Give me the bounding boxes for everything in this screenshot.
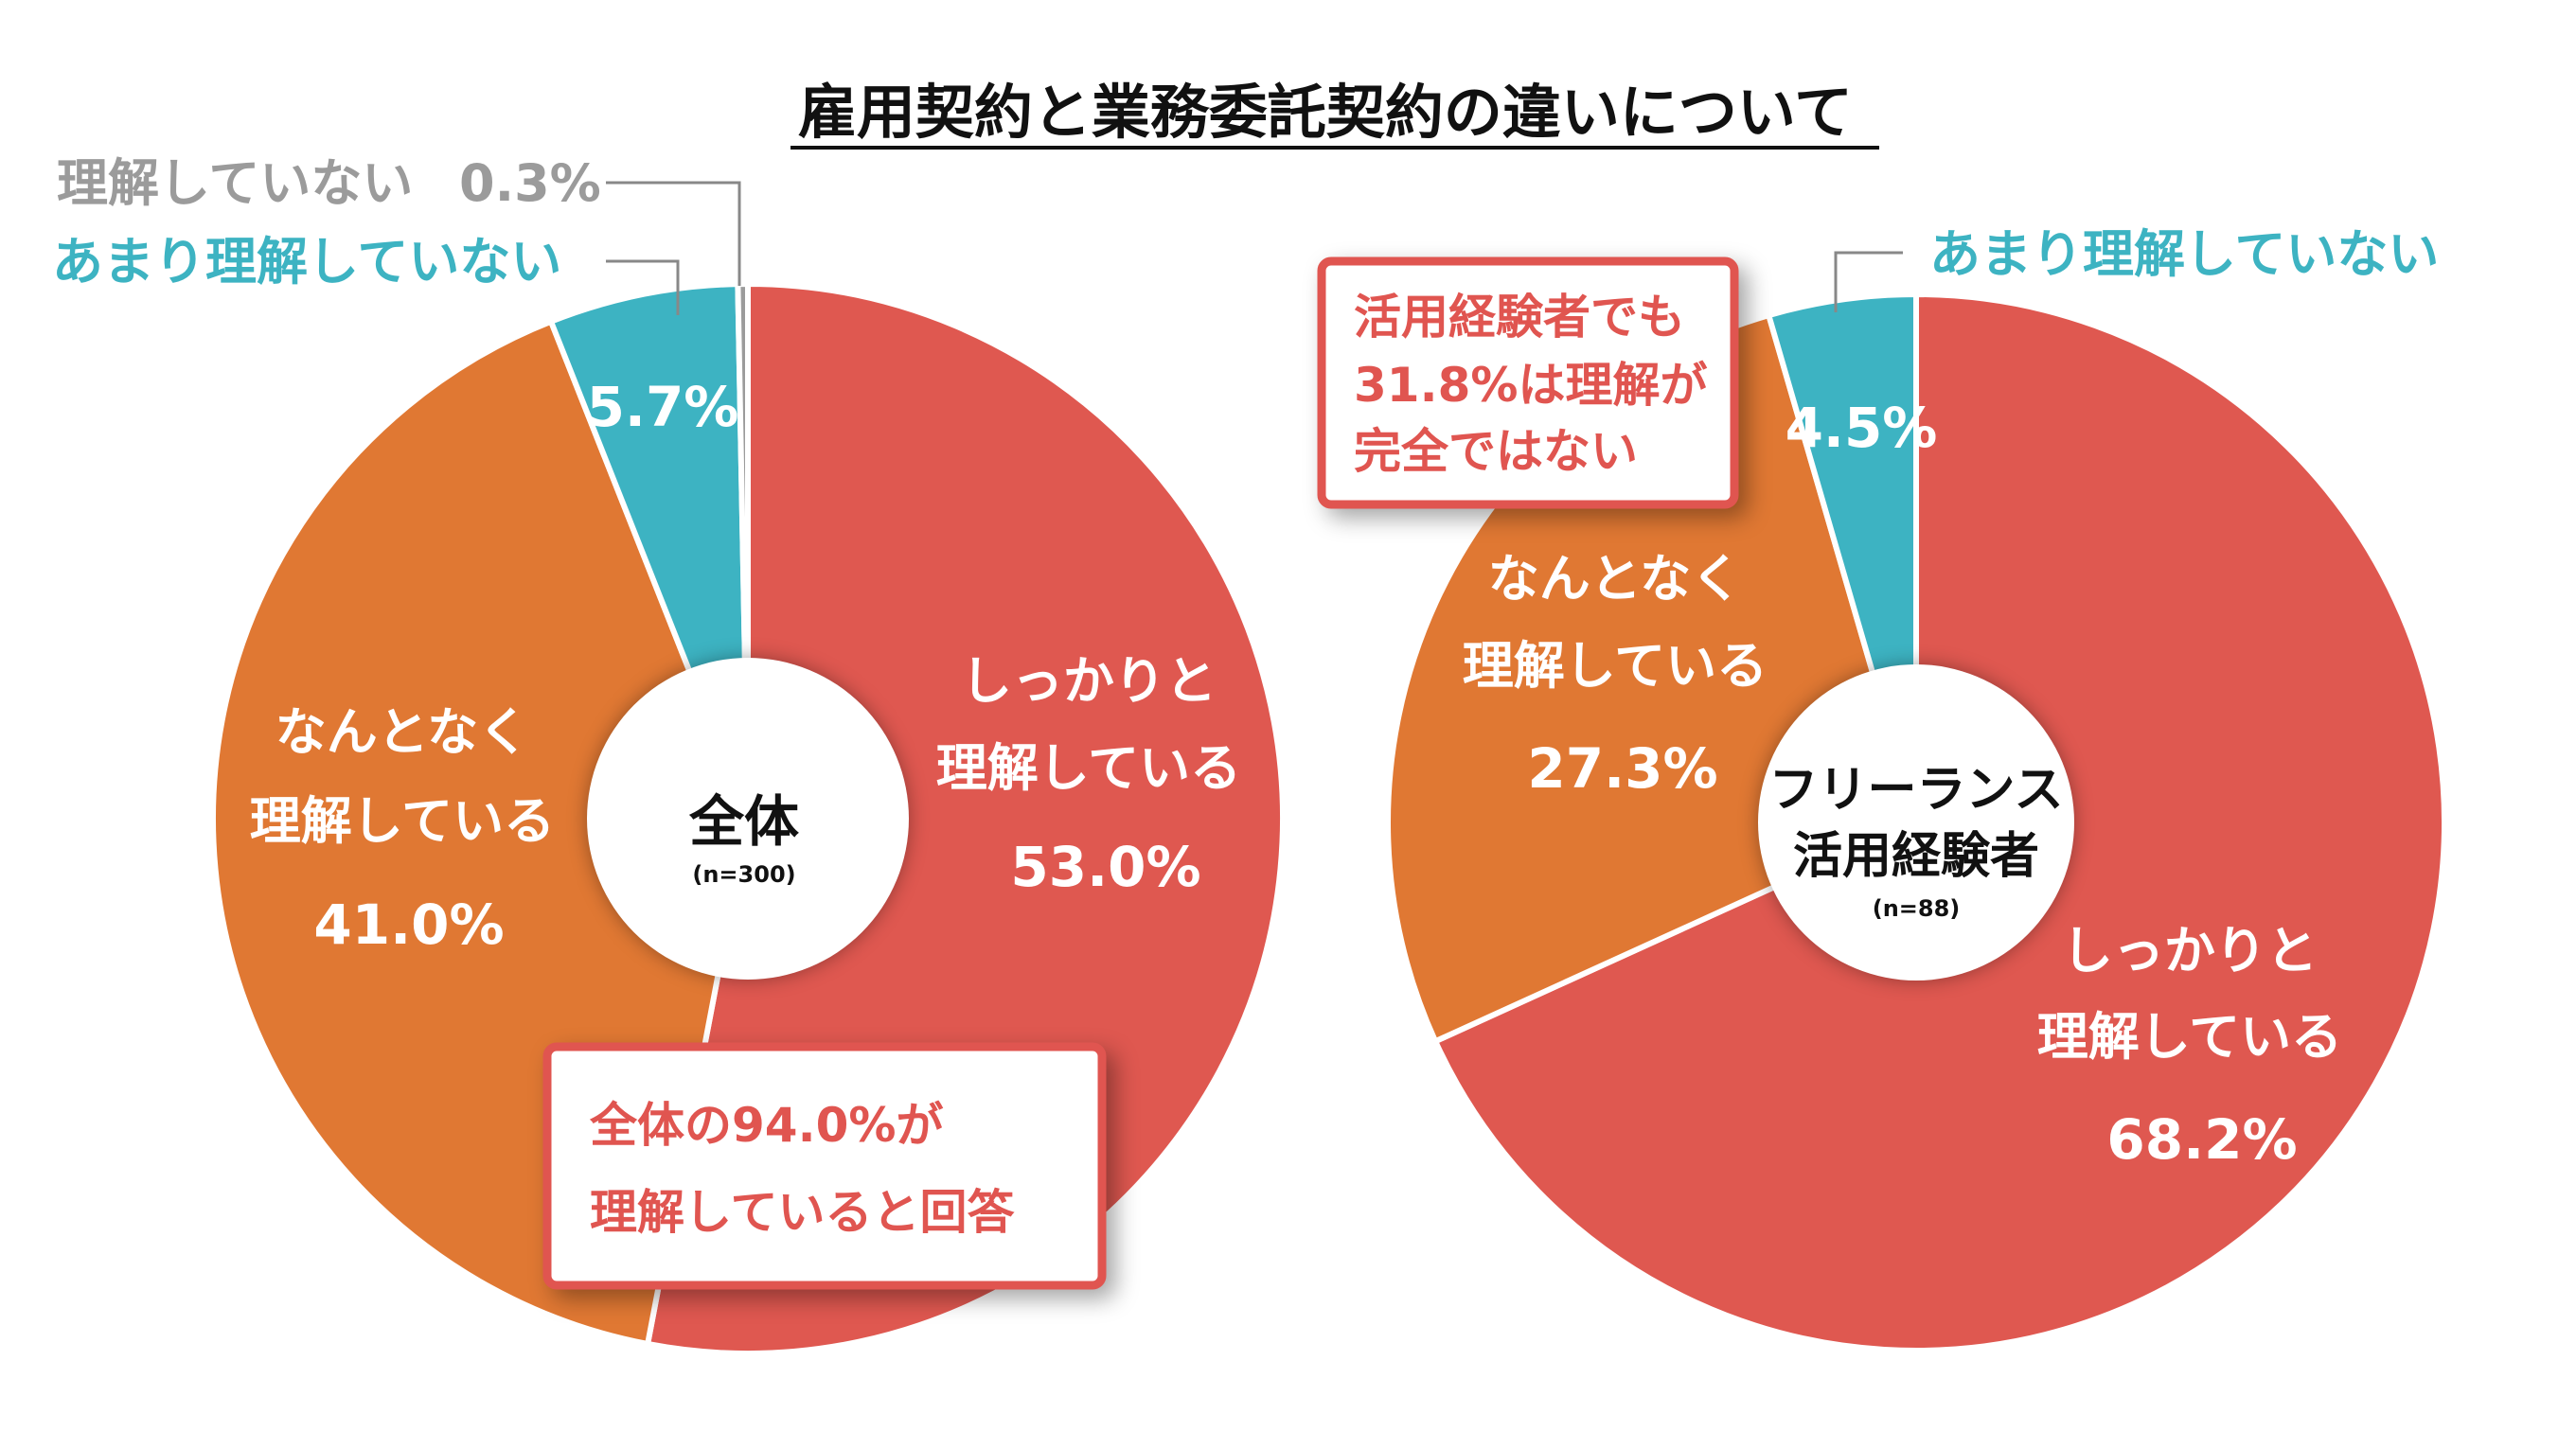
value-somewhat-left: 41.0% [313,892,504,957]
pie-center-hole [1758,664,2074,981]
label-firm-left-2: 理解している [936,738,1241,798]
callout-overall-line-1: 全体の94.0%が [589,1098,943,1153]
value-not-much-left: 5.7% [587,375,739,439]
sample-size-overall: (n=300) [692,861,795,888]
value-somewhat-right: 27.3% [1527,736,1717,801]
sample-size-freelance: (n=88) [1873,895,1961,922]
callout-freelance-line-1: 活用経験者でも [1354,290,1685,345]
label-somewhat-left-1: なんとなく [275,702,529,762]
label-not-much-left: あまり理解していない [52,232,561,292]
label-somewhat-right-2: 理解している [1463,636,1768,696]
center-label-freelance-1: フリーランス [1769,762,2064,819]
label-not-much-right: あまり理解していない [1929,224,2439,284]
callout-box-freelance [1317,256,1739,509]
value-not-much-right: 4.5% [1785,396,1938,460]
value-not-understood: 0.3% [459,153,601,213]
pie-center-hole [587,658,909,980]
label-somewhat-left-2: 理解している [250,791,555,851]
center-label-freelance-2: 活用経験者 [1793,828,2039,885]
label-not-understood: 理解していない [57,153,413,213]
chart-title: 雇用契約と業務委託契約の違いについて [798,78,1853,147]
label-firm-right-1: しっかりと [2062,921,2318,981]
value-firm-left: 53.0% [1010,835,1200,899]
callout-freelance-line-2: 31.8%は理解が [1354,358,1707,413]
leader-line-not-understood [606,181,741,286]
callout-box-overall [542,1042,1107,1290]
callout-freelance-line-3: 完全ではない [1354,424,1638,479]
label-firm-left-1: しっかりと [961,651,1217,711]
label-somewhat-right-1: なんとなく [1488,549,1742,609]
value-firm-right: 68.2% [2106,1107,2297,1172]
center-label-overall: 全体 [688,789,799,854]
leader-line-not-much [606,259,680,315]
leader-line-not-much-right [1834,251,1903,312]
callout-overall-line-2: 理解していると回答 [590,1185,1015,1240]
label-firm-right-2: 理解している [2037,1007,2342,1067]
